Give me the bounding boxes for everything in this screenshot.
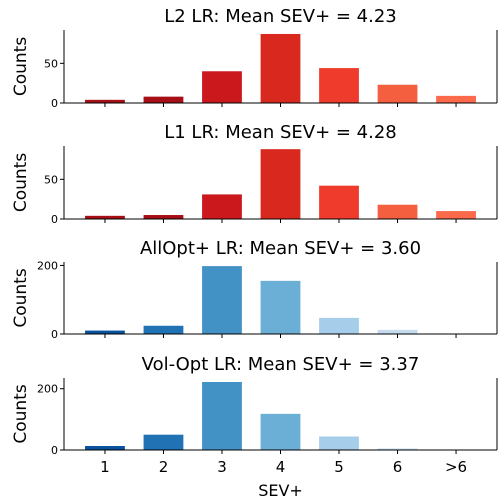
x-tick-label: 3 xyxy=(217,458,227,476)
bar-5 xyxy=(319,68,359,103)
y-axis-label: Counts xyxy=(11,37,31,96)
y-tick-label: 200 xyxy=(37,259,58,272)
bar-5 xyxy=(319,317,359,334)
x-tick-label: 2 xyxy=(159,458,169,476)
bar-5 xyxy=(319,185,359,219)
bar-4 xyxy=(260,33,301,103)
y-tick-label: 50 xyxy=(44,173,58,186)
chart-title: L2 LR: Mean SEV+ = 4.23 xyxy=(164,6,397,27)
bar-6 xyxy=(377,329,418,334)
x-tick-label: 5 xyxy=(334,458,344,476)
y-axis-label: Counts xyxy=(11,268,31,327)
bar-1 xyxy=(85,446,125,450)
y-tick-label: 0 xyxy=(51,97,58,110)
bar-6 xyxy=(377,204,418,219)
bar-2 xyxy=(143,434,184,450)
bar-4 xyxy=(260,280,301,334)
y-tick-label: 0 xyxy=(51,213,58,226)
bar-5 xyxy=(319,436,359,450)
bar-3 xyxy=(202,194,242,219)
bar-1 xyxy=(85,215,125,219)
x-tick-label: 1 xyxy=(100,458,110,476)
y-axis-label: Counts xyxy=(11,153,31,212)
bar-3 xyxy=(202,266,242,334)
x-tick-label: 4 xyxy=(276,458,286,476)
bar-4 xyxy=(260,413,301,450)
chart-title: Vol-Opt LR: Mean SEV+ = 3.37 xyxy=(142,354,420,375)
bar-3 xyxy=(202,71,242,103)
chart-title: L1 LR: Mean SEV+ = 4.28 xyxy=(164,122,397,143)
bar-gt6 xyxy=(436,95,476,103)
y-tick-label: 0 xyxy=(51,444,58,457)
x-tick-label: >6 xyxy=(445,458,467,476)
y-tick-label: 200 xyxy=(37,383,58,396)
bar-2 xyxy=(143,325,184,334)
bar-gt6 xyxy=(436,211,476,219)
bar-3 xyxy=(202,381,242,450)
bar-6 xyxy=(377,84,418,103)
bar-4 xyxy=(260,149,301,219)
x-tick-label: 6 xyxy=(393,458,403,476)
bar-1 xyxy=(85,330,125,334)
y-axis-label: Counts xyxy=(11,384,31,443)
bar-2 xyxy=(143,96,184,103)
x-axis-label: SEV+ xyxy=(258,481,303,500)
bar-1 xyxy=(85,99,125,103)
bar-6 xyxy=(377,448,418,450)
bar-2 xyxy=(143,215,184,219)
y-tick-label: 50 xyxy=(44,57,58,70)
chart-title: AllOpt+ LR: Mean SEV+ = 3.60 xyxy=(140,238,421,259)
y-tick-label: 0 xyxy=(51,328,58,341)
